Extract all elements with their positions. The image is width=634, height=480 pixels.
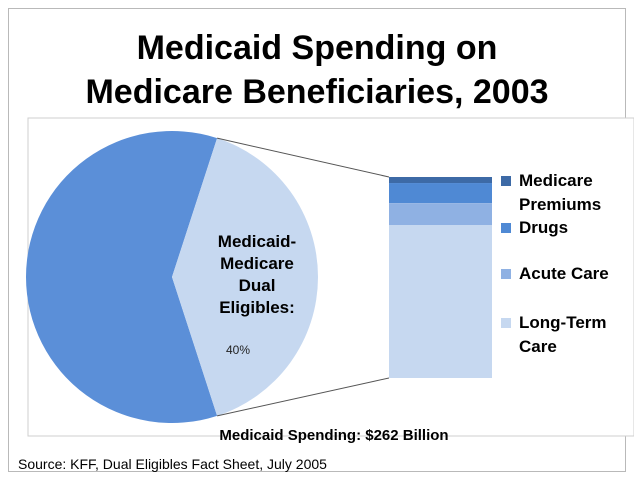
- slice-label-line-1: Medicaid-: [218, 232, 296, 251]
- source-note: Source: KFF, Dual Eligibles Fact Sheet, …: [18, 456, 327, 472]
- x-axis-label: Medicaid Spending: $262 Billion: [219, 427, 448, 444]
- legend-label: Care: [519, 337, 557, 356]
- bar-segment-acute-care: [389, 203, 492, 226]
- title-line-1: Medicaid Spending on: [136, 29, 498, 67]
- legend-swatch: [501, 318, 511, 328]
- bar-segment-drugs: [389, 183, 492, 204]
- bar-segment-long-term-care: [389, 225, 492, 378]
- legend-label: Premiums: [519, 195, 601, 214]
- connector-line-top: [217, 137, 390, 178]
- legend-label: Medicare: [519, 171, 593, 190]
- legend-swatch: [501, 176, 511, 186]
- pie: [25, 131, 318, 424]
- connector-line-bottom: [217, 377, 390, 417]
- pie-slice-dual-eligibles: [172, 138, 318, 416]
- slice-label-line-3: Dual: [239, 276, 276, 295]
- legend: Medicare Premiums Drugs Acute Care Long-Term…: [501, 171, 609, 356]
- slide-title: Medicaid Spending on Medicare Beneficiar…: [8, 26, 626, 114]
- legend-label: Acute Care: [519, 264, 609, 283]
- pie-slice-other: [25, 131, 218, 424]
- legend-label: Drugs: [519, 218, 568, 237]
- stacked-bar: [389, 177, 492, 378]
- slice-label-line-2: Medicare: [220, 254, 294, 273]
- legend-label: Long-Term: [519, 313, 607, 332]
- title-line-2: Medicare Beneficiaries, 2003: [85, 73, 549, 111]
- bar-segment-medicare-premiums: [389, 177, 492, 184]
- legend-swatch: [501, 223, 511, 233]
- slice-label-line-4: Eligibles:: [219, 298, 295, 317]
- legend-swatch: [501, 269, 511, 279]
- connector-lines: [217, 137, 390, 417]
- slice-value-label: 40%: [226, 343, 250, 357]
